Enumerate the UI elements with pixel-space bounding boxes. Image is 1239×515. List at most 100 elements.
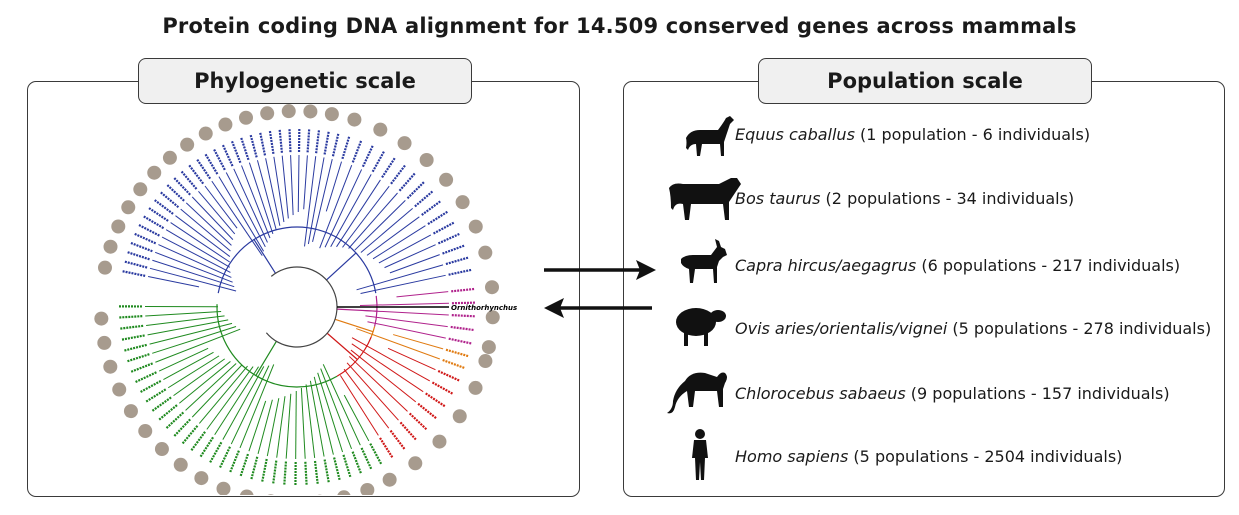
animal-thumbnail xyxy=(97,260,112,275)
phylogenetic-tree: Ornithorhynchus xyxy=(94,104,517,495)
tree-leaf-branch xyxy=(367,321,446,339)
tree-leaf-label xyxy=(221,144,234,167)
tree-leaf-branch xyxy=(372,225,426,260)
tree-leaf-label xyxy=(427,210,448,226)
tree-leaf-label xyxy=(417,402,437,419)
human-icon xyxy=(692,429,708,480)
tree-leaf-branch xyxy=(147,319,229,336)
tree-leaf-label xyxy=(408,412,428,431)
species-row-horse: Equus caballus (1 population - 6 individ… xyxy=(623,116,1223,156)
tree-leaf-branch xyxy=(356,328,441,360)
tree-leaf-label xyxy=(219,446,231,468)
tree-leaf-label xyxy=(442,244,465,255)
tree-leaf-branch xyxy=(230,365,270,445)
animal-thumbnail xyxy=(360,482,375,495)
tree-leaf-label xyxy=(288,129,292,153)
tree-leaf-branch xyxy=(348,192,398,249)
species-detail: (5 populations - 278 individuals) xyxy=(947,319,1212,338)
tree-leaf-branch xyxy=(366,216,420,256)
animal-thumbnail xyxy=(432,434,447,449)
animal-thumbnail xyxy=(452,409,467,424)
tree-leaf-label xyxy=(160,191,180,209)
tree-leaf-branch xyxy=(384,244,436,269)
tree-leaf-label xyxy=(173,418,191,437)
tree-leaf-label xyxy=(173,177,191,196)
animal-thumbnail xyxy=(112,382,127,397)
tree-leaf-label xyxy=(148,207,169,222)
animal-thumbnail xyxy=(180,137,195,152)
tree-leaf-branch xyxy=(214,366,259,436)
animal-thumbnail xyxy=(123,404,138,419)
tree-leaf-branch xyxy=(265,158,281,226)
tree-leaf-branch xyxy=(303,155,308,210)
tree-leaf-branch xyxy=(222,366,265,440)
tree-leaf-label xyxy=(306,129,311,153)
tree-leaf-label xyxy=(188,164,205,185)
species-name: Bos taurus xyxy=(735,189,821,208)
tree-leaf-label xyxy=(124,343,147,352)
tree-leaf-branch xyxy=(179,361,231,404)
tree-leaf-branch xyxy=(343,368,390,429)
tree-leaf-branch xyxy=(225,172,266,248)
tree-leaf-label xyxy=(389,429,406,450)
tree-clade-stem xyxy=(326,252,357,281)
tree-leaf-branch xyxy=(180,208,231,252)
species-row-goat: Capra hircus/aegagrus (6 populations - 2… xyxy=(623,239,1223,287)
tree-leaf-label xyxy=(437,369,460,382)
figure-title: Protein coding DNA alignment for 14.509 … xyxy=(162,14,1077,38)
cow-icon xyxy=(669,178,741,220)
tree-leaf-label xyxy=(259,132,267,156)
tree-leaf-branch xyxy=(392,334,444,350)
animal-thumbnail xyxy=(97,335,112,350)
animal-thumbnail xyxy=(218,117,233,132)
tree-leaf-label xyxy=(140,379,162,393)
tree-leaf-label xyxy=(158,404,178,421)
animal-thumbnail xyxy=(239,489,254,495)
tree-clade-arc xyxy=(370,326,376,338)
tree-clade-stem xyxy=(253,239,277,274)
tree-leaf-label xyxy=(120,324,144,330)
tree-leaf-label xyxy=(151,396,172,412)
tree-leaf-branch xyxy=(185,363,237,411)
tree-leaf-label xyxy=(145,388,167,403)
tree-leaf-label xyxy=(229,450,240,473)
tree-leaf-label xyxy=(313,460,319,484)
tree-leaf-branch xyxy=(204,185,238,229)
tree-leaf-label xyxy=(421,200,441,216)
tree-leaf-label xyxy=(361,145,374,168)
tree-leaf-branch xyxy=(354,200,406,251)
tree-leaf-label xyxy=(442,358,465,369)
tree-leaf-label xyxy=(127,353,150,363)
animal-thumbnail xyxy=(485,310,500,325)
tree-leaf-label xyxy=(181,425,199,445)
tree-leaf-label xyxy=(130,362,154,373)
tree-leaf-label xyxy=(213,148,226,171)
tree-leaf-branch xyxy=(239,364,275,449)
tree-leaf-branch xyxy=(378,234,432,264)
tree-leaf-label xyxy=(342,454,352,478)
animal-thumbnail xyxy=(481,340,496,355)
tree-leaf-branch xyxy=(175,215,231,257)
tree-leaf-label xyxy=(304,461,308,485)
tree-leaf-branch xyxy=(173,358,225,397)
tree-clade-stem xyxy=(255,340,277,376)
sheep-icon xyxy=(676,308,726,346)
animal-thumbnail xyxy=(408,456,423,471)
tree-leaf-label xyxy=(190,431,206,451)
tree-clade-stem xyxy=(336,308,377,312)
tree-leaf-branch xyxy=(351,343,424,393)
tree-leaf-branch xyxy=(350,349,417,403)
tree-leaf-branch xyxy=(348,356,408,412)
tree-leaf-branch xyxy=(165,229,231,268)
tree-leaf-branch xyxy=(191,364,243,418)
tree-leaf-label xyxy=(196,158,212,180)
animal-thumbnail xyxy=(337,490,351,495)
tree-leaf-branch xyxy=(170,222,230,263)
tree-leaf-branch xyxy=(149,322,233,345)
tree-leaf-label xyxy=(432,221,455,235)
tree-leaf-label xyxy=(399,421,417,441)
animal-thumbnail xyxy=(484,280,499,295)
tree-leaf-branch xyxy=(351,337,431,382)
tree-leaf-branch xyxy=(307,157,325,245)
animal-thumbnail xyxy=(468,219,483,234)
